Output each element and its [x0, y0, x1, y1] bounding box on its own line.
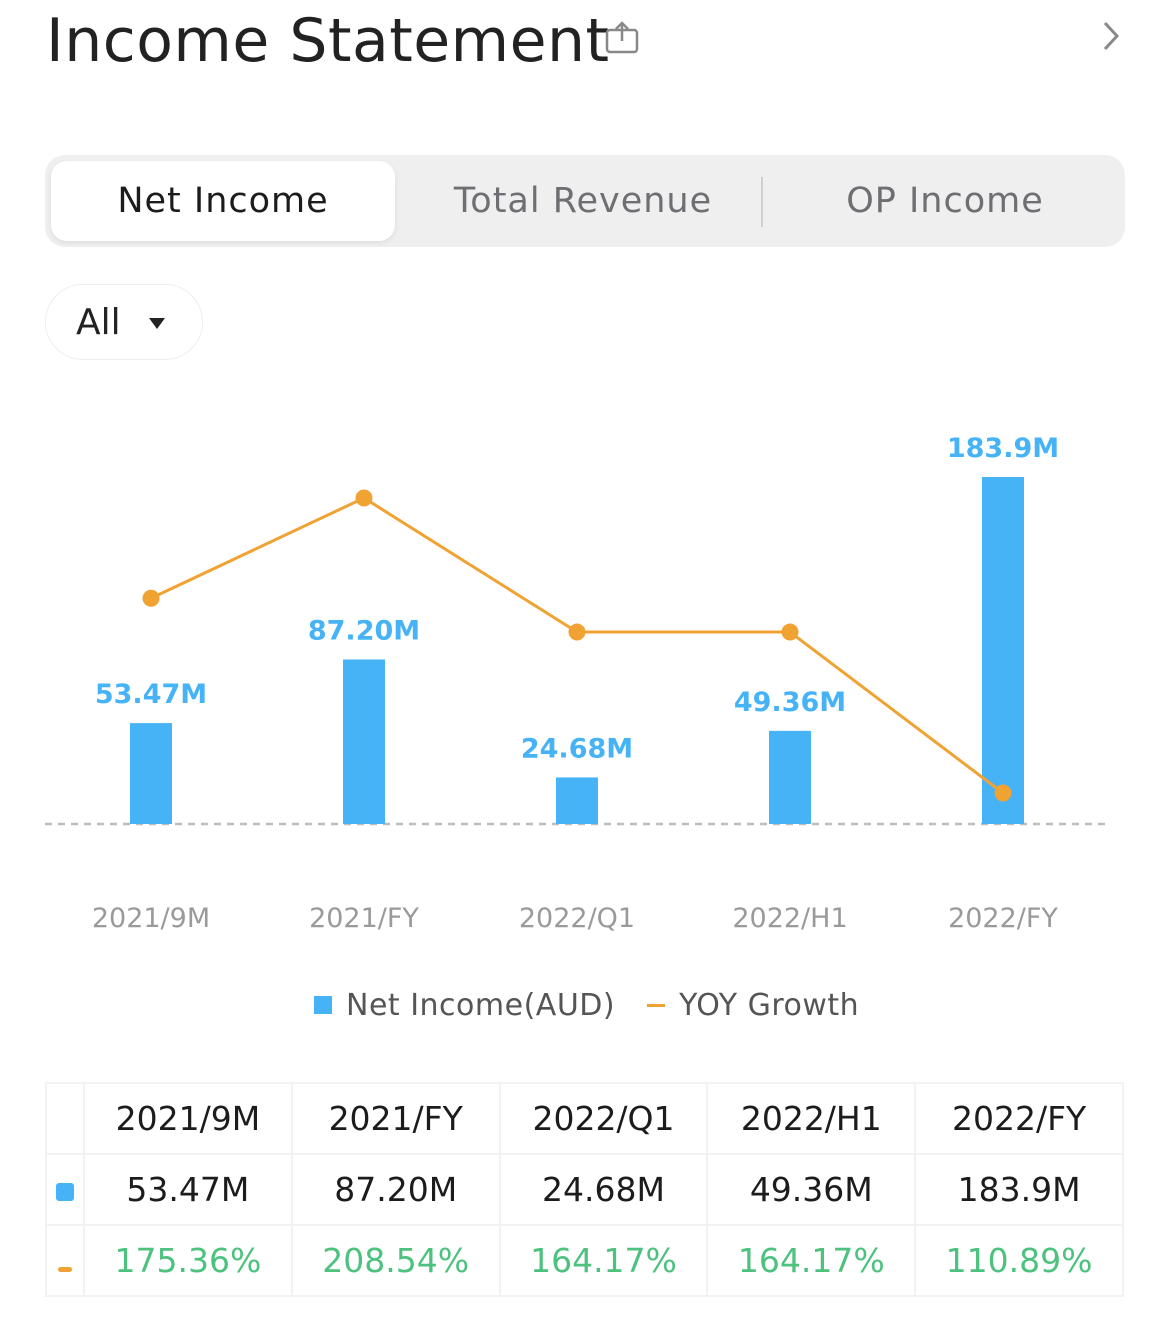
net-income-marker-icon: [56, 1183, 74, 1201]
table-row-yoy-growth: 175.36% 208.54% 164.17% 164.17% 110.89%: [45, 1224, 1124, 1297]
table-header-cell: 2022/Q1: [498, 1082, 709, 1155]
table-row-net-income: 53.47M 87.20M 24.68M 49.36M 183.9M: [45, 1153, 1124, 1226]
table-header-cell: 2022/H1: [706, 1082, 917, 1155]
x-tick-label: 2021/9M: [92, 903, 210, 934]
yoy-point-2021/9M: [142, 589, 160, 607]
table-cell: 183.9M: [914, 1153, 1124, 1226]
chevron-right-icon[interactable]: [1096, 18, 1126, 54]
metric-tabs: Net Income Total Revenue OP Income: [45, 155, 1125, 247]
share-icon[interactable]: [604, 20, 640, 56]
chart-legend: Net Income(AUD) YOY Growth: [314, 980, 859, 1030]
table-cell: 87.20M: [290, 1153, 501, 1226]
yoy-point-2022/Q1: [568, 623, 586, 641]
caret-down-icon: [149, 318, 165, 329]
table-cell: 24.68M: [498, 1153, 709, 1226]
yoy-point-2022/FY: [994, 784, 1012, 802]
row-marker: [45, 1224, 85, 1297]
bar-value-label: 53.47M: [95, 679, 207, 710]
row-marker: [45, 1153, 85, 1226]
table-cell: 164.17%: [706, 1224, 917, 1297]
bar-value-label: 24.68M: [521, 733, 633, 764]
table-corner-cell: [45, 1082, 85, 1155]
tab-divider: [761, 177, 763, 227]
legend-line-swatch: [647, 1003, 666, 1007]
tab-total-revenue[interactable]: Total Revenue: [453, 181, 713, 221]
period-dropdown[interactable]: All: [45, 284, 203, 360]
bar-2021/9M: [130, 723, 172, 824]
bar-2022/Q1: [556, 777, 598, 824]
x-tick-label: 2022/Q1: [519, 903, 635, 934]
x-tick-label: 2022/H1: [732, 903, 847, 934]
legend-line-label: YOY Growth: [679, 987, 860, 1023]
table-header-cell: 2021/9M: [83, 1082, 293, 1155]
page-title: Income Statement: [46, 6, 610, 76]
table-cell: 208.54%: [290, 1224, 501, 1297]
legend-bar-label: Net Income(AUD): [346, 987, 616, 1023]
bar-2022/FY: [982, 477, 1024, 824]
bar-2022/H1: [769, 730, 811, 824]
yoy-point-2022/H1: [781, 623, 799, 641]
net-income-chart: 53.47M 87.20M 24.68M 49.36M 183.9M 2021/9M 202…: [45, 433, 1110, 934]
table-cell: 53.47M: [83, 1153, 293, 1226]
yoy-point-2021/FY: [355, 489, 373, 507]
table-cell: 110.89%: [914, 1224, 1124, 1297]
bar-value-label: 183.9M: [947, 433, 1059, 464]
period-dropdown-label: All: [76, 302, 121, 343]
x-tick-label: 2022/FY: [948, 903, 1058, 934]
bar-value-label: 49.36M: [734, 687, 846, 718]
tab-op-income[interactable]: OP Income: [846, 181, 1044, 221]
tab-net-income[interactable]: Net Income: [51, 161, 395, 241]
legend-bar-swatch: [314, 996, 332, 1014]
table-cell: 175.36%: [83, 1224, 293, 1297]
income-table: 2021/9M 2021/FY 2022/Q1 2022/H1 2022/FY …: [45, 1082, 1124, 1297]
x-tick-label: 2021/FY: [309, 903, 419, 934]
table-header-row: 2021/9M 2021/FY 2022/Q1 2022/H1 2022/FY: [45, 1082, 1124, 1155]
bar-value-label: 87.20M: [308, 615, 420, 646]
table-cell: 49.36M: [706, 1153, 917, 1226]
table-cell: 164.17%: [498, 1224, 709, 1297]
yoy-growth-marker-icon: [58, 1267, 72, 1272]
header: Income Statement: [46, 0, 1126, 90]
table-header-cell: 2021/FY: [290, 1082, 501, 1155]
bar-2021/FY: [343, 659, 385, 824]
table-header-cell: 2022/FY: [914, 1082, 1124, 1155]
